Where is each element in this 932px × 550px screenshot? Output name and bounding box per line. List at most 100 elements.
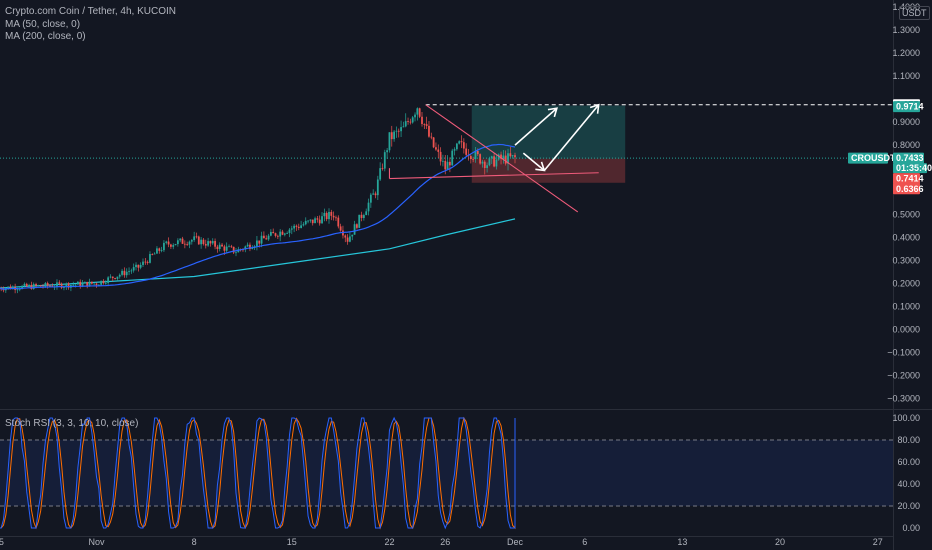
take-profit-tag: 0.9714 — [896, 102, 924, 112]
candle — [442, 154, 444, 167]
candle-body — [437, 149, 440, 152]
candle-body — [374, 193, 377, 196]
stoch-tick: 20.00 — [897, 501, 920, 511]
ma200-line — [0, 218, 516, 289]
symbol-legend[interactable]: Crypto.com Coin / Tether, 4h, KUCOIN — [5, 6, 176, 17]
candle — [346, 234, 349, 245]
candle-body — [283, 233, 286, 235]
candle — [118, 273, 121, 279]
stop-loss-tag: 0.6366 — [896, 184, 924, 194]
candle — [293, 223, 296, 233]
candle-body — [279, 231, 282, 237]
candle — [146, 260, 149, 265]
candle — [97, 284, 100, 286]
time-tick: 26 — [440, 537, 450, 547]
support-trendline — [389, 172, 599, 180]
ma50-legend[interactable]: MA (50, close, 0) — [5, 19, 81, 30]
candle-body — [369, 194, 372, 203]
candle — [402, 121, 405, 128]
candle — [404, 113, 407, 128]
price-tick: 0.4000 — [892, 232, 920, 242]
candle — [353, 220, 356, 235]
candle-body — [149, 254, 151, 263]
candle-body — [186, 244, 189, 245]
candle-body — [49, 285, 51, 287]
candle-body — [209, 241, 212, 244]
candle — [490, 155, 493, 164]
candle-body — [121, 270, 123, 275]
candle-body — [469, 155, 472, 160]
candle-body — [225, 246, 228, 251]
price-tick: −0.2000 — [887, 371, 920, 381]
candle-body — [332, 215, 335, 218]
candle-body — [439, 151, 442, 162]
candle — [330, 209, 333, 221]
entry-price-tag-bg — [893, 173, 920, 185]
candle-body — [397, 130, 400, 132]
candle-body — [16, 289, 19, 291]
candle — [188, 240, 191, 249]
candle-body — [402, 126, 405, 128]
candle-body — [265, 238, 268, 240]
candle-body — [428, 125, 430, 137]
candle — [211, 238, 214, 245]
stoch-rsi-legend[interactable]: Stoch RSI (3, 3, 10, 10, close) — [5, 418, 139, 429]
candle-body — [286, 233, 289, 234]
candle-body — [500, 154, 502, 159]
candle-body — [56, 282, 58, 287]
long-position-loss-zone — [471, 158, 626, 183]
candle-body — [39, 285, 42, 287]
candle-body — [146, 261, 149, 263]
candle-body — [25, 283, 28, 287]
candle-body — [125, 271, 128, 276]
candle — [358, 214, 361, 228]
candle — [409, 118, 412, 125]
candle — [272, 228, 275, 234]
stoch-tick: 60.00 — [897, 457, 920, 467]
candle — [181, 236, 184, 244]
candle — [283, 232, 286, 237]
price-tick: 0.0000 — [892, 325, 920, 335]
candle — [153, 252, 156, 255]
candle — [279, 229, 282, 242]
candle-body — [490, 156, 493, 159]
candle-body — [170, 244, 172, 247]
candle-body — [221, 244, 223, 247]
candle — [107, 276, 110, 287]
price-tick: 0.9000 — [892, 117, 920, 127]
candle — [423, 123, 426, 130]
candle — [339, 223, 342, 232]
candle-body — [193, 236, 196, 241]
candle-body — [114, 278, 116, 279]
candle — [190, 238, 193, 245]
candle — [165, 240, 168, 245]
candle — [90, 281, 93, 285]
candle-body — [211, 241, 214, 244]
candle-body — [132, 267, 135, 271]
candle — [204, 239, 207, 249]
ma200-legend[interactable]: MA (200, close, 0) — [5, 31, 86, 42]
candle — [311, 219, 314, 226]
candle-body — [139, 264, 142, 268]
currency-label[interactable]: USDT — [899, 6, 930, 20]
candle-body — [116, 276, 119, 279]
arrow-up-long-head — [589, 103, 600, 114]
candle — [318, 215, 321, 226]
candle-body — [258, 240, 261, 244]
candle-body — [309, 219, 312, 221]
candle-body — [411, 117, 414, 123]
candle-body — [204, 243, 207, 246]
candle-body — [353, 224, 356, 235]
candle-body — [321, 216, 323, 224]
candle-body — [246, 244, 249, 247]
candle-body — [362, 215, 365, 218]
candle-body — [256, 240, 258, 247]
candle-body — [100, 280, 103, 285]
candle-body — [460, 141, 463, 143]
candle — [37, 284, 40, 287]
candle — [288, 228, 291, 238]
candle-body — [197, 236, 200, 245]
candle-body — [58, 282, 61, 284]
